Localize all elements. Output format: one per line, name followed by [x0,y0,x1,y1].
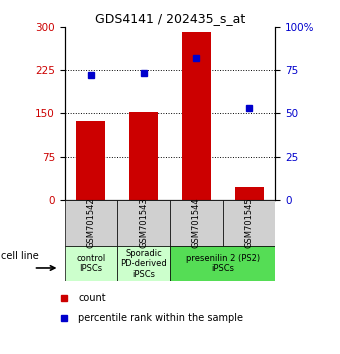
Text: GSM701545: GSM701545 [244,198,254,249]
Text: Sporadic
PD-derived
iPSCs: Sporadic PD-derived iPSCs [120,249,167,279]
Bar [76,121,105,200]
Text: presenilin 2 (PS2)
iPSCs: presenilin 2 (PS2) iPSCs [186,254,260,273]
Bar [170,200,223,246]
Bar [65,200,117,246]
Text: GSM701542: GSM701542 [86,198,96,249]
Text: GSM701544: GSM701544 [192,198,201,249]
Title: GDS4141 / 202435_s_at: GDS4141 / 202435_s_at [95,12,245,25]
Bar [129,112,158,200]
Bar [117,200,170,246]
Text: control
IPSCs: control IPSCs [76,254,106,273]
Text: percentile rank within the sample: percentile rank within the sample [78,313,243,323]
Text: cell line: cell line [1,251,39,261]
Text: GSM701543: GSM701543 [139,198,148,249]
Bar [182,32,211,200]
Text: count: count [78,293,106,303]
Bar [65,246,117,281]
Bar [223,200,275,246]
Bar [170,246,275,281]
Bar [235,187,264,200]
Bar [117,246,170,281]
